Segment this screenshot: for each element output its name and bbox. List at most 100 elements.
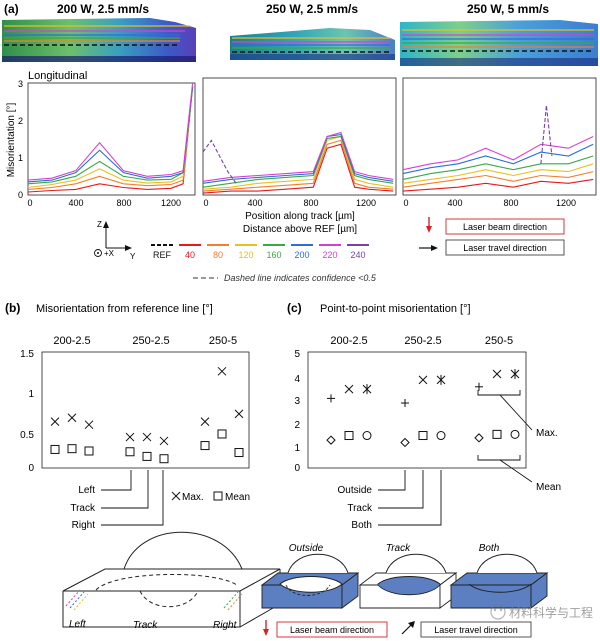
legend-label-80: 80 [213,250,223,260]
data-point-mean [362,431,372,441]
panel-c-label: (c) [287,301,302,315]
line-chart-3: 0 400 800 1200 [402,77,597,208]
max-label-c: Max. [536,428,558,439]
data-point-max [436,374,446,385]
travel-direction-legend [419,239,565,256]
xtick-label: 400 [247,198,262,208]
series-line-160 [27,86,194,185]
beam-direction-label-bottom: Laser beam direction [290,625,374,635]
ytick-label: 1 [28,389,34,400]
legend-label-200: 200 [294,250,309,260]
schematic-right-label: Right [213,620,238,631]
legend-max-label: Max. [182,492,204,503]
data-point-mean [159,454,169,464]
legend-title: Distance above REF [µm] [243,224,357,235]
xtick-label: 1200 [161,198,181,208]
series-line-160 [202,135,394,188]
legend-max-marker-icon [171,491,181,501]
data-point-mean [326,435,336,445]
series-line-80 [202,139,394,192]
travel-direction-label-bottom: Laser travel direction [434,625,518,635]
map-title-3: 250 W, 5 mm/s [467,2,549,16]
ytick-label: 1 [294,443,300,454]
data-point-mean [436,431,446,441]
data-point-mean [84,446,94,456]
coordinate-axes-icon [94,221,132,257]
line-chart-2: 0 400 800 1200 [202,77,397,208]
series-line-220 [202,131,394,182]
schematic-left-label: Left [69,619,87,630]
scatter-c-frame [307,351,527,469]
series-line-120 [27,86,194,189]
schematic-track [358,553,458,609]
legend: REF 40 80 120 160 200 220 240 [151,244,369,260]
ytick-label: 1 [18,153,23,163]
series-line-200 [27,86,194,183]
data-point-mean [510,429,520,439]
callout-lines-b [101,470,164,526]
watermark-logo-icon [490,604,506,620]
data-point-max [510,369,520,380]
schematic-track-label: Track [133,620,158,631]
xtick-label: 0 [27,198,32,208]
ytick-label: 4 [294,374,300,385]
legend-mean-marker-icon [213,491,223,501]
callout-both: Both [351,520,372,531]
category-label: 250-5 [485,335,513,347]
data-point-mean [50,444,60,454]
callout-track-c: Track [347,503,373,514]
xtick-label: 0 [203,198,208,208]
schematic-outside [260,553,360,609]
callout-outside: Outside [338,485,373,496]
panel-a-label: (a) [4,2,19,16]
travel-direction-label: Laser travel direction [463,243,547,253]
category-label: 250-2.5 [132,335,169,347]
series-line-240 [540,105,553,164]
map-strip-3 [400,20,598,66]
legend-label-REF: REF [153,250,172,260]
series-line-120 [202,135,394,190]
xtick-label: 1200 [556,198,576,208]
line-chart-1: 0 1 2 3 0 400 800 1200 [18,79,196,208]
callout-track: Track [70,503,96,514]
data-point-mean [234,448,244,458]
xtick-label: 800 [303,198,318,208]
series-line-40 [402,178,594,192]
series-line-240 [202,139,237,184]
map-strip-1 [0,16,196,62]
line-chart-1-series [27,82,194,193]
series-line-80 [402,171,594,188]
series-line-160 [402,155,594,180]
beam-direction-legend-bottom [263,620,388,638]
callout-lines-c [378,390,533,526]
data-point-mean [492,429,502,439]
xtick-label: 400 [68,198,83,208]
category-label: 200-2.5 [53,335,90,347]
data-point-max [327,394,335,403]
series-line-40 [202,143,394,194]
scatter-b-markers [50,366,244,464]
callout-left: Left [78,485,95,496]
data-point-max [200,417,210,426]
beam-direction-legend [426,217,565,235]
data-point-max [362,384,372,395]
ytick-label: 0 [18,190,23,200]
dashed-note: Dashed line indicates confidence <0.5 [224,273,377,283]
data-point-max [492,369,502,379]
data-point-mean [474,433,484,443]
callout-right: Right [72,520,96,531]
panel-b-label: (b) [5,301,20,315]
line-chart-2-series [202,131,394,194]
xtick-label: 800 [116,198,131,208]
xtick-label: 1200 [356,198,376,208]
schematic-title-outside: Outside [289,543,324,554]
series-line-80 [27,86,194,190]
ytick-label: 3 [18,79,23,89]
category-label: 200-2.5 [330,335,367,347]
y-axis-label: Misorientation [°] [6,102,17,177]
data-point-max [217,366,227,376]
data-point-max [475,382,483,391]
data-point-mean [125,447,135,457]
series-line-220 [27,82,194,181]
ytick-label: 2 [294,420,300,431]
